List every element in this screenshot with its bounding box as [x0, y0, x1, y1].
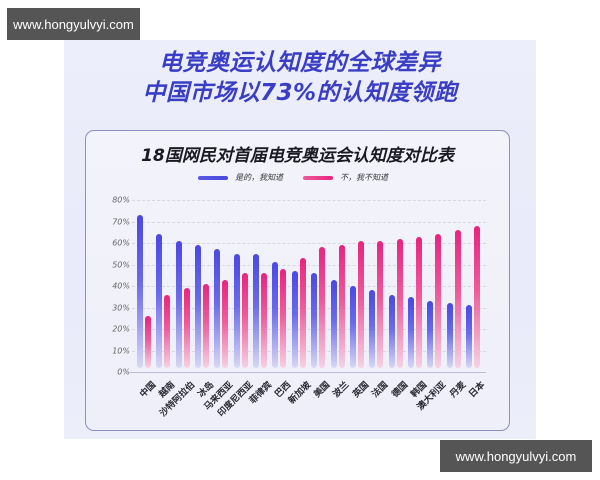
x-category-label: 美国 — [312, 380, 333, 400]
bar-yes — [195, 245, 202, 368]
chart-card: 18国网民对首届电竞奥运会认知度对比表 是的，我知道 不，我不知道 0% 10% 2… — [85, 130, 510, 431]
gridline — [132, 221, 486, 223]
bar-yes — [137, 215, 143, 368]
bar-yes — [214, 249, 221, 368]
x-category-label: 德国 — [389, 380, 410, 400]
chart-title: 18国网民对首届电竞奥运会认知度对比表 — [141, 146, 454, 166]
headline-line-1: 电竞奥运认知度的全球差异 — [159, 50, 441, 76]
bar-no — [203, 283, 210, 368]
bar-no — [299, 258, 306, 368]
bar-no — [357, 240, 364, 368]
watermark-bottom: www.hongyulvyi.com — [440, 440, 592, 472]
bar-yes — [311, 273, 318, 368]
gridline — [132, 286, 486, 287]
bar-yes — [330, 279, 337, 368]
legend-swatch-no — [303, 175, 333, 180]
x-category-label: 法国 — [370, 380, 391, 400]
bar-no — [473, 225, 480, 368]
legend-label-yes: 是的，我知道 — [235, 173, 283, 182]
bar-yes — [253, 253, 260, 368]
plot-area: 0% 10% 20% 30% 40% 50% 60% 70% 80% 中国 越南 沙特阿拉伯 冰岛 马来西… — [86, 131, 509, 430]
legend-item-yes: 是的，我知道 — [198, 172, 283, 183]
x-category-label: 中国 — [138, 380, 159, 400]
x-category-label: 日本 — [467, 380, 488, 400]
bar-no — [261, 273, 268, 368]
bar-yes — [407, 296, 414, 368]
y-tick-label: 10% — [112, 346, 130, 355]
bar-yes — [233, 253, 240, 368]
bar-no — [435, 234, 442, 368]
y-tick-label: 80% — [112, 195, 130, 205]
bar-no — [280, 268, 287, 368]
x-category-label: 波兰 — [331, 380, 352, 400]
bar-yes — [291, 270, 298, 368]
x-category-label: 英国 — [351, 380, 372, 400]
bar-yes — [446, 303, 453, 368]
legend-item-no: 不，我不知道 — [303, 172, 388, 183]
bar-no — [183, 288, 190, 368]
gridline — [132, 307, 486, 309]
bar-no — [319, 247, 326, 368]
legend-swatch-yes — [198, 175, 228, 180]
gridline — [132, 329, 486, 330]
gridline — [132, 243, 486, 244]
y-tick-label: 20% — [112, 324, 130, 334]
infographic-panel: 电竞奥运认知度的全球差异 中国市场以73%的认知度领跑 18国网民对首届电竞奥运… — [64, 40, 536, 439]
legend-label-no: 不，我不知道 — [340, 173, 388, 182]
y-tick-label: 70% — [112, 217, 130, 226]
y-tick-label: 40% — [112, 281, 130, 291]
bar-yes — [369, 290, 376, 368]
bar-yes — [427, 301, 434, 368]
x-axis-line — [130, 372, 486, 373]
bar-yes — [156, 234, 163, 368]
y-tick-label: 30% — [112, 303, 130, 312]
watermark-top: www.hongyulvyi.com — [7, 8, 140, 40]
bar-no — [454, 230, 461, 368]
y-tick-label: 60% — [112, 238, 130, 248]
y-tick-label: 0% — [117, 367, 130, 377]
bar-no — [415, 236, 422, 368]
gridline — [132, 200, 486, 201]
bar-no — [241, 273, 248, 368]
bar-yes — [465, 305, 472, 368]
bar-yes — [272, 262, 279, 368]
bar-no — [338, 245, 345, 368]
bar-no — [222, 279, 229, 368]
gridline — [132, 350, 486, 352]
x-category-label: 丹麦 — [447, 380, 468, 400]
headline-line-2: 中国市场以73%的认知度领跑 — [142, 80, 458, 106]
bar-yes — [175, 240, 182, 368]
gridline — [132, 264, 486, 266]
y-tick-label: 50% — [112, 260, 130, 269]
bar-no — [396, 238, 403, 368]
bar-no — [377, 240, 384, 368]
bar-no — [164, 294, 171, 368]
bar-yes — [349, 286, 356, 368]
bar-yes — [388, 294, 395, 368]
bar-no — [145, 316, 151, 368]
chart-legend: 是的，我知道 不，我不知道 — [86, 172, 509, 186]
